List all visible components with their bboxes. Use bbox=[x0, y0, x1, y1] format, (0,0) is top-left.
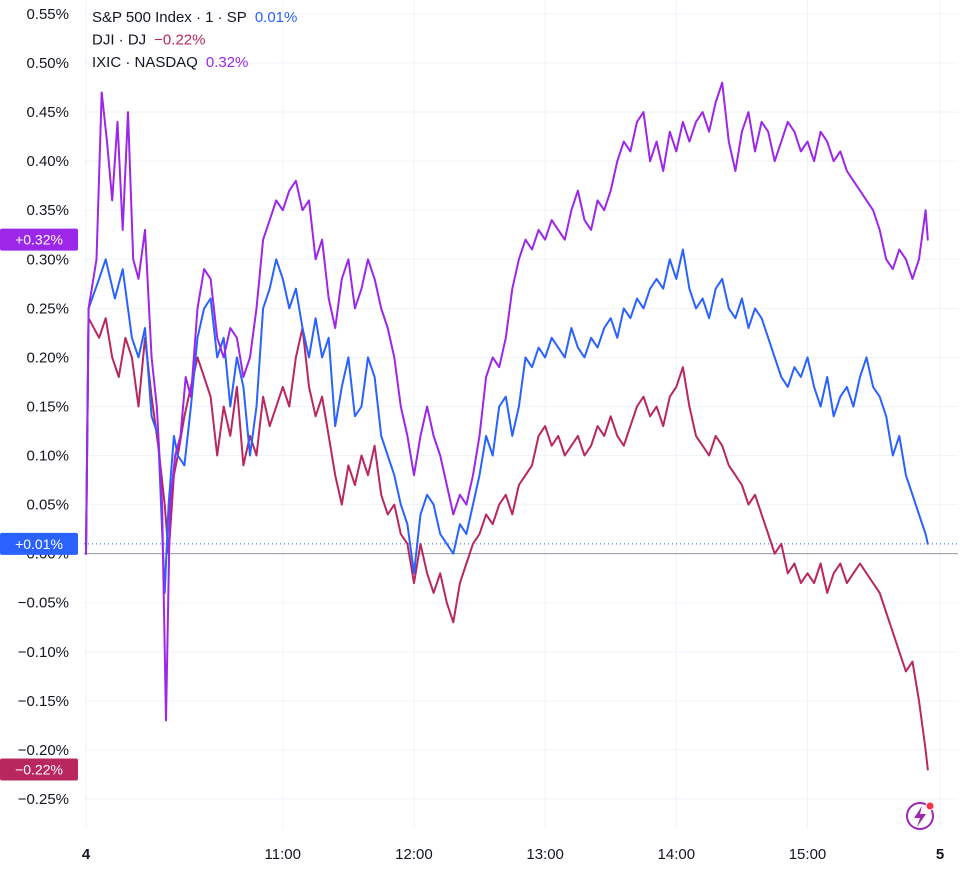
price-badge-nasdaq: +0.32% bbox=[0, 228, 78, 251]
y-tick-label: −0.25% bbox=[18, 791, 69, 808]
series-layer bbox=[85, 81, 929, 771]
legend-item-dji: DJI · DJ −0.22% bbox=[92, 32, 205, 49]
x-tick-label: 4 bbox=[82, 846, 91, 863]
y-tick-label: 0.20% bbox=[26, 349, 69, 366]
legend-series-name: S&P 500 Index · 1 · SP bbox=[92, 9, 247, 26]
badge-background bbox=[0, 758, 78, 781]
x-axis: 4 11:00 12:00 13:00 14:00 15:00 5 bbox=[82, 846, 944, 863]
x-tick-label: 15:00 bbox=[789, 846, 827, 863]
badge-label: −0.22% bbox=[15, 762, 63, 778]
legend-item-nasdaq: IXIC · NASDAQ 0.32% bbox=[92, 54, 248, 71]
y-tick-label: 0.25% bbox=[26, 300, 69, 317]
y-axis: 0.55% 0.50% 0.45% 0.40% 0.35% 0.30% 0.25% 0.20%… bbox=[18, 6, 69, 808]
legend: S&P 500 Index · 1 · SP 0.01% DJI · DJ −0.22… bbox=[92, 9, 297, 71]
y-tick-label: −0.05% bbox=[18, 595, 69, 612]
grid-layer bbox=[84, 0, 958, 828]
x-tick-label: 12:00 bbox=[395, 846, 433, 863]
baseline-layer bbox=[84, 543, 958, 555]
y-tick-label: −0.15% bbox=[18, 693, 69, 710]
badge-label: +0.01% bbox=[15, 536, 63, 552]
y-tick-label: 0.55% bbox=[26, 6, 69, 23]
y-tick-label: 0.05% bbox=[26, 497, 69, 514]
legend-series-value: 0.32% bbox=[206, 54, 249, 71]
lightning-bolt-icon[interactable] bbox=[906, 801, 935, 830]
badge-label: +0.32% bbox=[15, 232, 63, 248]
y-tick-label: 0.15% bbox=[26, 398, 69, 415]
y-tick-label: 0.45% bbox=[26, 104, 69, 121]
y-tick-label: −0.20% bbox=[18, 742, 69, 759]
x-tick-label: 5 bbox=[936, 846, 944, 863]
y-tick-label: 0.40% bbox=[26, 153, 69, 170]
y-tick-label: 0.30% bbox=[26, 251, 69, 268]
x-tick-label: 11:00 bbox=[265, 846, 301, 863]
legend-series-name: IXIC · NASDAQ bbox=[92, 54, 198, 71]
badge-background bbox=[0, 228, 78, 251]
y-tick-label: 0.10% bbox=[26, 448, 69, 465]
series-line-sp500 bbox=[85, 248, 929, 594]
price-badges: +0.32% +0.01% −0.22% bbox=[0, 228, 78, 781]
legend-series-value: 0.01% bbox=[255, 9, 298, 26]
x-tick-label: 13:00 bbox=[526, 846, 564, 863]
legend-series-name: DJI · DJ bbox=[92, 32, 146, 49]
series-line-dji bbox=[85, 317, 929, 771]
y-tick-label: 0.35% bbox=[26, 202, 69, 219]
x-tick-label: 14:00 bbox=[658, 846, 696, 863]
legend-item-sp500: S&P 500 Index · 1 · SP 0.01% bbox=[92, 9, 297, 26]
price-badge-sp500: +0.01% bbox=[0, 532, 78, 555]
series-line-nasdaq bbox=[85, 81, 929, 722]
y-tick-label: −0.10% bbox=[18, 644, 69, 661]
price-badge-dji: −0.22% bbox=[0, 758, 78, 781]
y-tick-label: 0.50% bbox=[26, 55, 69, 72]
badge-background bbox=[0, 532, 78, 555]
legend-series-value: −0.22% bbox=[154, 32, 205, 49]
